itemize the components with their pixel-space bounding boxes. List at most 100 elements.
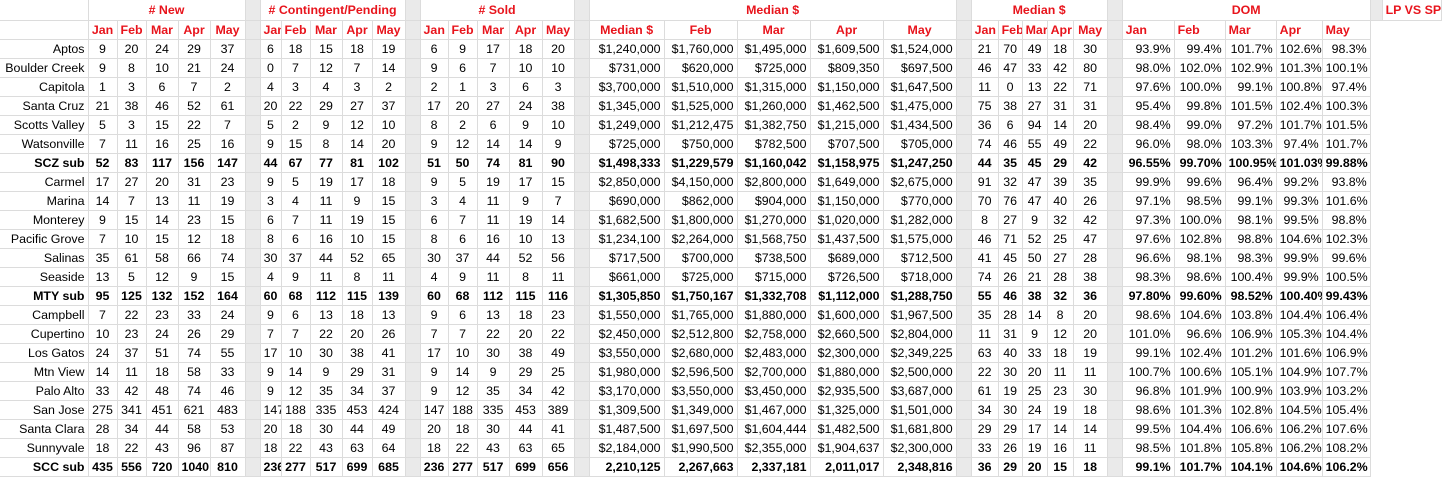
pending-cell: 29 — [310, 96, 343, 116]
month-header: Feb — [664, 20, 738, 40]
median-cell: $718,000 — [883, 267, 957, 287]
column-separator — [245, 20, 261, 40]
column-separator — [245, 191, 261, 211]
column-separator — [574, 0, 590, 21]
sold-cell: 9 — [542, 134, 575, 154]
new-cell: 15 — [210, 210, 246, 230]
lpsp-cell: 98.1% — [1174, 248, 1226, 268]
pending-cell: 3 — [260, 191, 282, 211]
median-cell: $3,550,000 — [664, 381, 738, 401]
sold-cell: 6 — [448, 305, 478, 325]
dom-cell: 46 — [998, 134, 1023, 154]
pending-cell: 14 — [342, 134, 373, 154]
lpsp-cell: 98.5% — [1174, 191, 1226, 211]
median-cell: $1,990,500 — [664, 438, 738, 458]
median-cell: $1,487,500 — [589, 419, 665, 439]
sold-cell: 20 — [420, 419, 449, 439]
pending-cell: 147 — [260, 400, 282, 420]
column-separator — [1107, 229, 1123, 249]
median-cell: $1,437,500 — [810, 229, 884, 249]
median-cell: $689,000 — [810, 248, 884, 268]
pending-cell: 18 — [281, 39, 311, 59]
new-cell: 7 — [178, 77, 211, 97]
column-separator — [574, 267, 590, 287]
column-separator — [245, 248, 261, 268]
median-cell: $1,247,250 — [883, 153, 957, 173]
lpsp-cell: 100.4% — [1225, 267, 1277, 287]
pending-cell: 9 — [260, 172, 282, 192]
dom-cell: 33 — [1022, 343, 1048, 363]
pending-cell: 27 — [342, 96, 373, 116]
dom-cell: 39 — [1047, 172, 1074, 192]
new-cell: 22 — [117, 438, 147, 458]
median-cell: $690,000 — [589, 191, 665, 211]
lpsp-cell: 98.3% — [1225, 248, 1277, 268]
column-separator — [405, 381, 421, 401]
lpsp-cell: 101.03% — [1276, 153, 1323, 173]
sold-cell: 2 — [448, 115, 478, 135]
sold-cell: 38 — [509, 343, 543, 363]
lpsp-cell: 99.5% — [1122, 419, 1175, 439]
dom-cell: 25 — [1047, 229, 1074, 249]
table-row: Monterey 9 15 14 23 15 6 7 11 19 15 6 7 11 19 14 $1,682,… — [0, 210, 1442, 230]
area-name: Aptos — [0, 39, 89, 59]
new-cell: 147 — [210, 153, 246, 173]
pending-cell: 15 — [372, 210, 406, 230]
dom-cell: 36 — [971, 457, 999, 477]
sold-cell: 29 — [509, 362, 543, 382]
area-name: Santa Cruz — [0, 96, 89, 116]
table-row: Capitola 1 3 6 7 2 4 3 4 3 2 2 1 3 6 3 $3,700,000 $1,510,… — [0, 77, 1442, 97]
lpsp-cell: 97.2% — [1225, 115, 1277, 135]
table-row: Seaside 13 5 12 9 15 4 9 11 8 11 4 9 11 8 11 $661,000 $72… — [0, 267, 1442, 287]
new-cell: 24 — [88, 343, 118, 363]
pending-cell: 14 — [372, 58, 406, 78]
table-row: Palo Alto 33 42 48 74 46 9 12 35 34 37 9 12 35 34 42 $3,… — [0, 381, 1442, 401]
median-cell: $1,568,750 — [737, 229, 811, 249]
table-row: Marina 14 7 13 11 19 3 4 11 9 15 3 4 11 9 7 $690,000 $862… — [0, 191, 1442, 211]
sold-cell: 116 — [542, 286, 575, 306]
new-cell: 24 — [146, 324, 179, 344]
pending-cell: 49 — [372, 419, 406, 439]
new-cell: 43 — [146, 438, 179, 458]
pending-cell: 18 — [372, 172, 406, 192]
dom-cell: 11 — [1073, 362, 1108, 382]
corner-cell — [0, 20, 89, 40]
sold-cell: 74 — [477, 153, 510, 173]
column-separator — [405, 457, 421, 477]
sold-cell: 17 — [509, 172, 543, 192]
pending-cell: 19 — [310, 172, 343, 192]
column-separator — [1107, 115, 1123, 135]
column-separator — [405, 39, 421, 59]
dom-cell: 32 — [998, 172, 1023, 192]
new-cell: 23 — [178, 210, 211, 230]
column-separator — [245, 457, 261, 477]
dom-cell: 35 — [998, 153, 1023, 173]
new-cell: 341 — [117, 400, 147, 420]
median-cell: $1,647,500 — [883, 77, 957, 97]
pending-cell: 18 — [342, 39, 373, 59]
sold-cell: 14 — [477, 134, 510, 154]
column-separator — [956, 39, 972, 59]
median-cell: $620,000 — [664, 58, 738, 78]
sold-cell: 27 — [477, 96, 510, 116]
sold-cell: 389 — [542, 400, 575, 420]
area-name: Carmel — [0, 172, 89, 192]
sold-cell: 24 — [509, 96, 543, 116]
median-cell: $1,649,000 — [810, 172, 884, 192]
lpsp-cell: 99.8% — [1174, 96, 1226, 116]
median-cell: $2,675,000 — [883, 172, 957, 192]
dom-cell: 70 — [971, 191, 999, 211]
column-separator — [574, 172, 590, 192]
lpsp-cell: 98.6% — [1174, 267, 1226, 287]
column-separator — [574, 438, 590, 458]
dom-cell: 14 — [1047, 115, 1074, 135]
median-cell: $1,525,000 — [664, 96, 738, 116]
sold-cell: 20 — [509, 324, 543, 344]
median-cell: $1,904,637 — [810, 438, 884, 458]
median-cell: $1,434,500 — [883, 115, 957, 135]
column-separator — [956, 286, 972, 306]
median-cell: 2,348,816 — [883, 457, 957, 477]
lpsp-cell: 99.6% — [1174, 172, 1226, 192]
new-cell: 61 — [117, 248, 147, 268]
